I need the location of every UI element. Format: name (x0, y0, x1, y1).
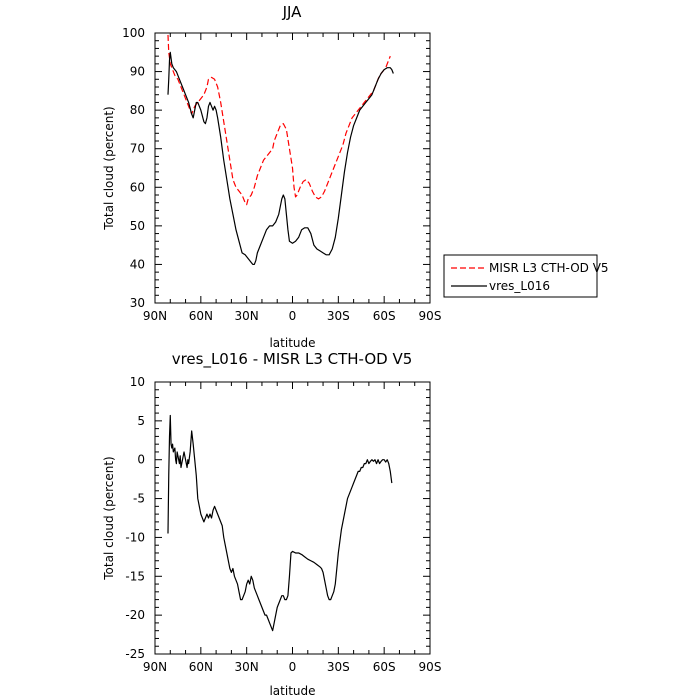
top-plot-xlabel: latitude (269, 336, 315, 350)
plot1-ytick-label-1: -20 (125, 608, 145, 622)
plot1-ytick-label-7: 10 (130, 375, 145, 389)
plot0-xtick-label-6: 90S (419, 309, 442, 323)
plot1-xtick-label-6: 90S (419, 660, 442, 674)
plot0-xtick-label-0: 90N (143, 309, 167, 323)
top-plot-ylabel: Total cloud (percent) (102, 106, 116, 230)
plot1-xtick-label-3: 0 (289, 660, 297, 674)
top-plot: JJA 90N 60N 30N 0 30S 60S 90S 30 40 50 60 70 80 90 100… (102, 3, 609, 350)
legend-entry-misr: MISR L3 CTH-OD V5 (451, 261, 609, 275)
plot1-xtick-label-5: 60S (373, 660, 396, 674)
top-plot-ticks: 90N 60N 30N 0 30S 60S 90S 30 40 50 60 70 80 90 100 (122, 26, 441, 323)
plot0-xtick-label-1: 60N (189, 309, 213, 323)
plot1-ytick-label-5: 0 (137, 453, 145, 467)
legend-box (443, 254, 598, 298)
bottom-plot-ylabel: Total cloud (percent) (102, 456, 116, 580)
plot1-xtick-label-1: 60N (189, 660, 213, 674)
legend: MISR L3 CTH-OD V5 vres_L016 (443, 254, 609, 298)
plot0-xtick-label-5: 60S (373, 309, 396, 323)
plot0-ytick-label-3: 60 (130, 180, 145, 194)
top-plot-frame (154, 32, 431, 304)
plot1-ytick-label-6: 5 (137, 414, 145, 428)
plot0-ytick-label-5: 80 (130, 103, 145, 117)
bottom-plot-frame (154, 381, 431, 655)
plot0-xtick-label-2: 30N (235, 309, 259, 323)
plot0-series-line-1 (167, 51, 394, 266)
top-plot-series (167, 34, 394, 266)
top-plot-title: JJA (282, 3, 303, 21)
bottom-plot-title: vres_L016 - MISR L3 CTH-OD V5 (172, 350, 413, 369)
plot1-xtick-label-0: 90N (143, 660, 167, 674)
plot0-xtick-label-3: 0 (289, 309, 297, 323)
plot1-series-line-0 (167, 414, 393, 632)
plot0-xtick-label-4: 30S (327, 309, 350, 323)
plot0-ytick-label-4: 70 (130, 142, 145, 156)
bottom-plot-xlabel: latitude (269, 684, 315, 698)
plot0-ytick-label-2: 50 (130, 219, 145, 233)
plot1-ytick-label-3: -10 (125, 530, 145, 544)
legend-label-misr: MISR L3 CTH-OD V5 (489, 261, 609, 275)
legend-label-vres: vres_L016 (489, 279, 550, 293)
bottom-plot-series (167, 414, 393, 632)
plot0-ytick-label-7: 100 (122, 26, 145, 40)
plot0-ytick-label-6: 90 (130, 65, 145, 79)
plot1-xtick-label-2: 30N (235, 660, 259, 674)
plot1-xtick-label-4: 30S (327, 660, 350, 674)
plot1-ytick-label-0: -25 (125, 647, 145, 661)
bottom-plot-ticks: 90N 60N 30N 0 30S 60S 90S -25 -20 -15 -10 -5 0 5 10 (125, 375, 441, 674)
plot0-ytick-label-1: 40 (130, 257, 145, 271)
plot0-series-line-0 (167, 34, 391, 206)
legend-entry-vres: vres_L016 (451, 279, 550, 293)
plot1-ytick-label-2: -15 (125, 569, 145, 583)
bottom-plot: vres_L016 - MISR L3 CTH-OD V5 90N 60N 30N 0… (102, 350, 441, 698)
plot1-ytick-label-4: -5 (133, 492, 145, 506)
plot0-ytick-label-0: 30 (130, 296, 145, 310)
